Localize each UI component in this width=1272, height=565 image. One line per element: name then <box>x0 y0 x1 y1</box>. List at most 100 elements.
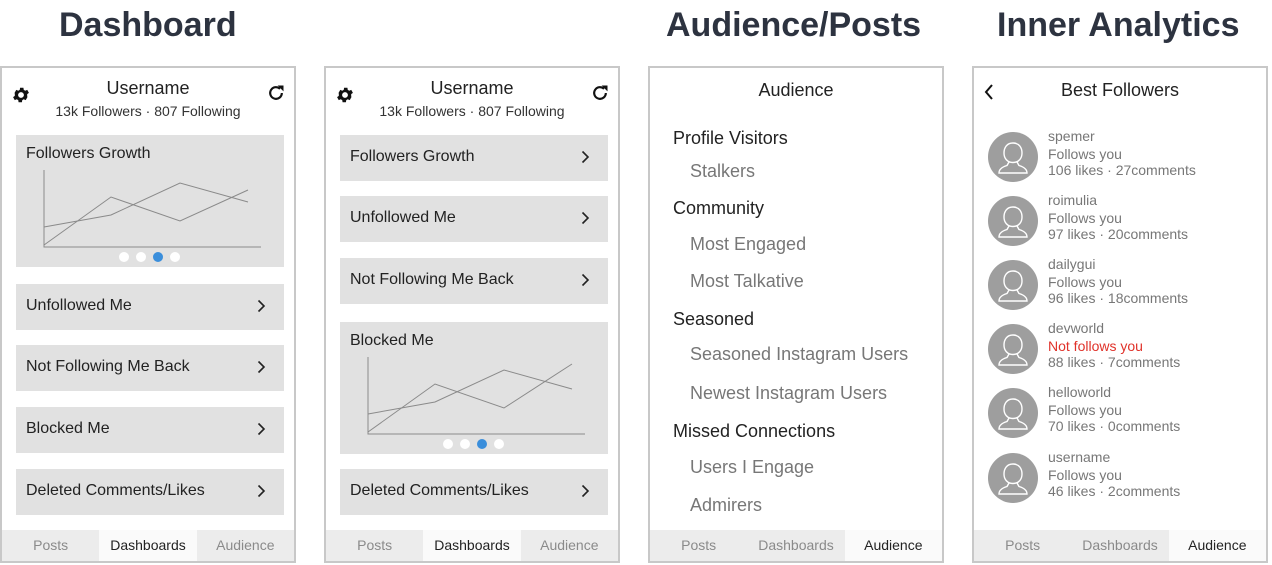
gear-icon[interactable] <box>335 85 355 110</box>
carousel-dot[interactable] <box>494 439 504 449</box>
row-label: Not Following Me Back <box>350 271 514 288</box>
tab-bar: Posts Dashboards Audience <box>974 530 1266 561</box>
dashboard-screen-1: Username 13k Followers · 807 Following F… <box>0 66 296 563</box>
screen-title: Best Followers <box>1060 80 1180 100</box>
user-avatar-icon <box>988 453 1038 503</box>
section-community: Community <box>673 198 765 218</box>
chevron-right-icon <box>581 150 590 169</box>
carousel-dot-active[interactable] <box>477 439 487 449</box>
follower-name: username <box>1048 449 1111 465</box>
menu-item-stalkers[interactable]: Stalkers <box>690 161 756 181</box>
row-not-following-me-back[interactable]: Not Following Me Back <box>16 345 284 391</box>
tab-posts[interactable]: Posts <box>1005 537 1041 553</box>
follow-status: Follows you <box>1048 467 1122 483</box>
row-not-following-me-back[interactable]: Not Following Me Back <box>340 258 608 304</box>
chevron-right-icon <box>581 273 590 292</box>
gear-icon[interactable] <box>11 85 31 110</box>
user-avatar-icon <box>988 132 1038 182</box>
sparkline-chart <box>43 170 261 248</box>
audience-posts-heading: Audience/Posts <box>666 6 922 44</box>
row-deleted-comments-likes[interactable]: Deleted Comments/Likes <box>340 469 608 515</box>
row-blocked-me[interactable]: Blocked Me <box>16 407 284 453</box>
chevron-right-icon <box>257 422 266 441</box>
chart-title: Blocked Me <box>350 332 434 349</box>
screen-title: Audience <box>758 80 834 100</box>
follow-status: Follows you <box>1048 274 1122 290</box>
tab-audience[interactable]: Audience <box>844 530 942 561</box>
chart-title: Followers Growth <box>26 145 151 162</box>
blocked-me-card[interactable]: Blocked Me <box>340 322 608 454</box>
menu-item-most-engaged[interactable]: Most Engaged <box>690 234 807 254</box>
engagement-stats: 70 likes · 0comments <box>1048 418 1181 434</box>
follower-item[interactable]: helloworld Follows you 70 likes · 0comme… <box>988 384 1258 440</box>
tab-dashboards[interactable]: Dashboards <box>423 530 521 561</box>
follower-item[interactable]: username Follows you 46 likes · 2comment… <box>988 449 1258 505</box>
row-label: Unfollowed Me <box>26 297 132 314</box>
carousel-dot-active[interactable] <box>153 252 163 262</box>
row-label: Not Following Me Back <box>26 358 190 375</box>
followers-growth-card[interactable]: Followers Growth <box>16 135 284 267</box>
follower-item[interactable]: devworld Not follows you 88 likes · 7com… <box>988 320 1258 376</box>
engagement-stats: 106 likes · 27comments <box>1048 162 1196 178</box>
follow-status: Not follows you <box>1048 338 1143 354</box>
tab-posts[interactable]: Posts <box>681 537 717 553</box>
row-label: Blocked Me <box>26 420 110 437</box>
refresh-icon[interactable] <box>266 83 286 108</box>
follow-stats: 13k Followers · 807 Following <box>55 103 241 119</box>
row-deleted-comments-likes[interactable]: Deleted Comments/Likes <box>16 469 284 515</box>
dashboard-screen-2: Username 13k Followers · 807 Following F… <box>324 66 620 563</box>
follower-name: dailygui <box>1048 256 1096 272</box>
tab-audience[interactable]: Audience <box>540 537 599 553</box>
tab-posts[interactable]: Posts <box>33 537 69 553</box>
audience-screen: Audience Profile Visitors Stalkers Commu… <box>648 66 944 563</box>
row-unfollowed-me[interactable]: Unfollowed Me <box>340 196 608 242</box>
menu-item-seasoned-users[interactable]: Seasoned Instagram Users <box>690 344 909 364</box>
engagement-stats: 96 likes · 18comments <box>1048 290 1189 306</box>
follower-item[interactable]: spemer Follows you 106 likes · 27comment… <box>988 128 1258 184</box>
menu-item-most-talkative[interactable]: Most Talkative <box>690 271 804 291</box>
row-label: Deleted Comments/Likes <box>26 482 205 499</box>
tab-posts[interactable]: Posts <box>357 537 393 553</box>
carousel-dot[interactable] <box>136 252 146 262</box>
tab-bar: Posts Dashboards Audience <box>650 530 942 561</box>
carousel-dot[interactable] <box>460 439 470 449</box>
section-seasoned: Seasoned <box>673 309 755 329</box>
carousel-dot[interactable] <box>170 252 180 262</box>
follow-stats: 13k Followers · 807 Following <box>379 103 565 119</box>
refresh-icon[interactable] <box>590 83 610 108</box>
tab-dashboards[interactable]: Dashboards <box>758 537 834 553</box>
row-unfollowed-me[interactable]: Unfollowed Me <box>16 284 284 330</box>
chevron-right-icon <box>581 211 590 230</box>
tab-audience[interactable]: Audience <box>216 537 275 553</box>
section-profile-visitors: Profile Visitors <box>673 128 788 148</box>
carousel-dot[interactable] <box>119 252 129 262</box>
dashboard-heading: Dashboard <box>59 6 237 44</box>
engagement-stats: 88 likes · 7comments <box>1048 354 1181 370</box>
follower-name: roimulia <box>1048 192 1098 208</box>
follower-item[interactable]: dailygui Follows you 96 likes · 18commen… <box>988 256 1258 312</box>
engagement-stats: 97 likes · 20comments <box>1048 226 1189 242</box>
tab-bar: Posts Dashboards Audience <box>326 530 618 561</box>
menu-item-admirers[interactable]: Admirers <box>690 495 763 515</box>
username-label: Username <box>106 78 190 98</box>
follower-name: spemer <box>1048 128 1095 144</box>
tab-dashboards[interactable]: Dashboards <box>1082 537 1158 553</box>
tab-audience[interactable]: Audience <box>1168 530 1266 561</box>
inner-analytics-heading: Inner Analytics <box>997 6 1240 44</box>
follower-item[interactable]: roimulia Follows you 97 likes · 20commen… <box>988 192 1258 248</box>
profile-header: Username 13k Followers · 807 Following <box>326 78 618 119</box>
follow-status: Follows you <box>1048 210 1122 226</box>
menu-item-newest-users[interactable]: Newest Instagram Users <box>690 383 888 403</box>
carousel-dot[interactable] <box>443 439 453 449</box>
row-followers-growth[interactable]: Followers Growth <box>340 135 608 181</box>
chevron-left-icon[interactable] <box>983 83 995 106</box>
username-label: Username <box>430 78 514 98</box>
row-label: Followers Growth <box>350 148 475 165</box>
menu-item-users-i-engage[interactable]: Users I Engage <box>690 457 815 477</box>
tab-dashboards[interactable]: Dashboards <box>99 530 197 561</box>
sparkline-chart <box>367 357 585 435</box>
section-missed-connections: Missed Connections <box>673 421 836 441</box>
chevron-right-icon <box>581 484 590 503</box>
user-avatar-icon <box>988 388 1038 438</box>
chevron-right-icon <box>257 299 266 318</box>
